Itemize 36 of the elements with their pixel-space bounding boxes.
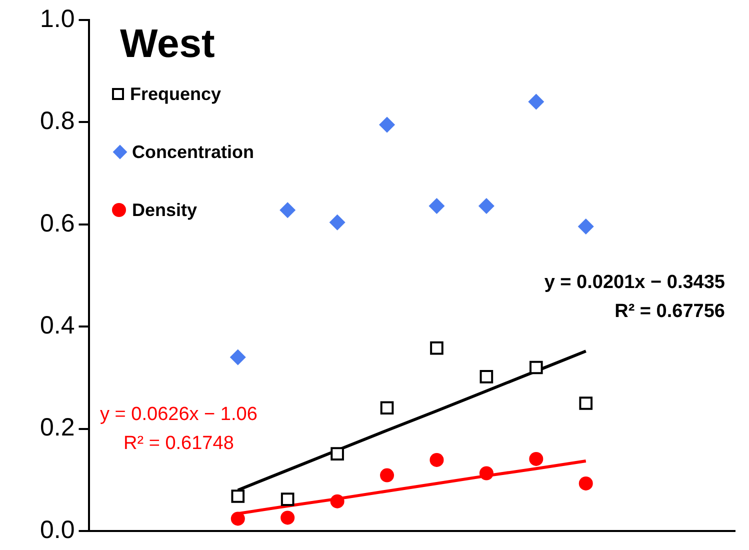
point: [478, 198, 494, 214]
annotation: y = 0.0201x − 0.3435 R² = 0.67756: [544, 271, 725, 324]
y-tick-label: 1.0: [40, 4, 75, 33]
legend-label: Concentration: [132, 142, 254, 162]
point: [230, 349, 246, 366]
legend-label: Density: [132, 200, 198, 220]
point: [380, 401, 394, 415]
point: [430, 452, 444, 467]
point: [530, 360, 543, 374]
point: [230, 512, 245, 526]
point: [330, 447, 344, 460]
y-tick-label: 0.4: [40, 311, 75, 340]
point: [578, 218, 594, 234]
chart-title: West: [120, 22, 215, 67]
point: [379, 116, 396, 133]
annotation: y = 0.0626x − 1.06 R² = 0.61748: [100, 403, 258, 456]
point: [280, 510, 295, 525]
point: [428, 198, 445, 214]
legend-label: Frequency: [130, 84, 222, 104]
point: [529, 452, 544, 466]
point: [480, 370, 494, 384]
y-tick-label: 0.0: [40, 516, 75, 544]
y-tick-label: 0.8: [40, 107, 75, 136]
point: [479, 466, 494, 480]
y-tick-label: 0.6: [40, 209, 75, 238]
point: [280, 492, 294, 506]
point: [528, 94, 544, 110]
point: [579, 396, 593, 410]
point: [330, 494, 344, 508]
y-tick-label: 0.2: [40, 414, 75, 442]
point: [430, 341, 444, 355]
point: [578, 476, 593, 490]
point: [231, 490, 245, 503]
point: [329, 214, 346, 230]
point: [380, 468, 394, 482]
point: [280, 202, 296, 218]
